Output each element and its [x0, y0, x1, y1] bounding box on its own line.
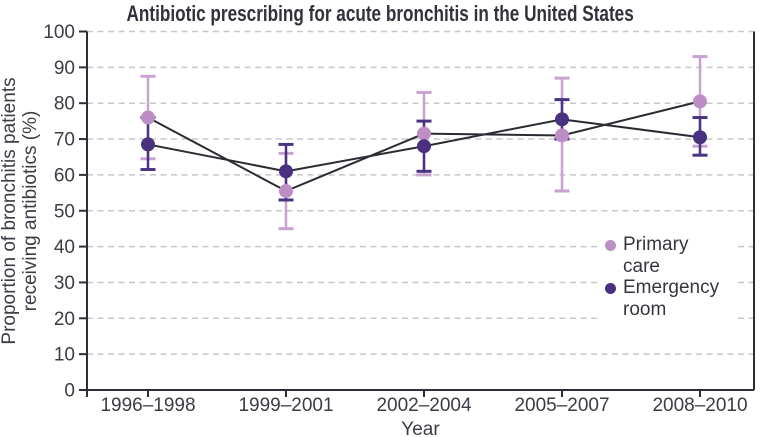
legend: Primary care Emergency room	[599, 232, 735, 324]
data-point-primary-care	[693, 94, 707, 109]
y-tick-label: 20	[54, 309, 75, 330]
y-tick-label: 50	[54, 201, 75, 222]
data-point-primary-care	[555, 128, 569, 143]
markers-primary-care	[141, 94, 707, 199]
y-tick-label: 100	[43, 22, 75, 43]
legend-dot-emergency-room-icon	[605, 283, 616, 294]
y-axis-ticks: 0 10 20 30 40 50 60 70 80 90 100	[43, 22, 87, 402]
data-point-emergency-room	[693, 130, 707, 145]
data-point-emergency-room	[417, 139, 431, 154]
x-axis-title: Year	[401, 419, 440, 437]
y-tick-label: 90	[54, 58, 75, 79]
legend-label-emergency-room: Emergency room	[623, 277, 720, 320]
x-axis-labels: 1996–1998 1999–2001 2002–2004 2005–2007 2008…	[100, 395, 747, 416]
y-tick-label: 80	[54, 94, 75, 115]
data-point-emergency-room	[555, 112, 569, 127]
chart-title-text: Antibiotic prescribing for acute bronchi…	[126, 1, 634, 26]
x-tick-label: 2008–2010	[652, 395, 747, 416]
markers-emergency-room	[141, 112, 707, 179]
x-tick-label: 2002–2004	[376, 395, 472, 416]
data-point-primary-care	[279, 184, 293, 199]
data-point-emergency-room	[279, 164, 293, 179]
legend-item-emergency-room: Emergency room	[603, 277, 735, 320]
y-tick-label: 30	[54, 273, 75, 294]
data-point-emergency-room	[141, 137, 155, 152]
y-tick-label: 0	[64, 381, 75, 402]
y-tick-label: 60	[54, 165, 75, 186]
x-tick-label: 1999–2001	[238, 395, 333, 416]
data-point-primary-care	[417, 126, 431, 141]
x-tick-label: 2005–2007	[514, 395, 609, 416]
legend-item-primary-care: Primary care	[603, 234, 735, 277]
y-tick-label: 70	[54, 130, 75, 151]
y-tick-label: 10	[54, 345, 75, 366]
x-axis-ticks	[86, 390, 701, 397]
legend-dot-primary-care-icon	[605, 240, 616, 251]
x-tick-label: 1996–1998	[100, 395, 195, 416]
legend-label-primary-care: Primary care	[623, 234, 689, 277]
data-point-primary-care	[141, 110, 155, 125]
y-tick-label: 40	[54, 237, 75, 258]
chart-title: Antibiotic prescribing for acute bronchi…	[0, 1, 760, 27]
